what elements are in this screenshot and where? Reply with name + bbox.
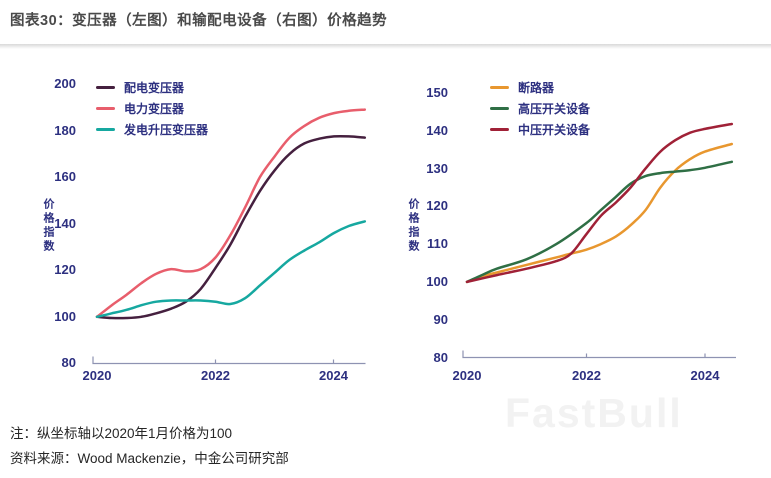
legend-swatch (490, 107, 509, 110)
legend-label: 电力变压器 (124, 102, 185, 116)
right-x-tick: 2024 (690, 368, 720, 383)
right-y-axis-title: 价格指数 (407, 198, 419, 254)
legend-item: 电力变压器 (96, 101, 184, 116)
right-y-tick: 120 (426, 198, 448, 214)
left-y-tick: 140 (54, 215, 76, 231)
left-y-tick: 100 (54, 308, 76, 324)
figure-source: 资料来源：Wood Mackenzie，中金公司研究部 (10, 451, 289, 466)
legend-item: 中压开关设备 (490, 122, 590, 137)
right-y-tick: 150 (426, 85, 448, 100)
left-y-tick: 200 (54, 76, 76, 91)
left-x-tick: 2024 (319, 368, 348, 383)
left-x-tick: 2020 (82, 368, 112, 383)
legend-swatch (96, 107, 115, 110)
legend-label: 配电变压器 (124, 81, 185, 95)
title-divider (0, 44, 771, 49)
right-y-tick: 140 (426, 122, 448, 138)
legend-item: 高压开关设备 (490, 101, 590, 116)
legend-label: 中压开关设备 (518, 123, 591, 137)
legend-item: 配电变压器 (96, 80, 184, 95)
right-y-tick: 110 (427, 236, 448, 252)
figure-title: 图表30：变压器（左图）和输配电设备（右图）价格趋势 (10, 13, 388, 29)
right-x-tick: 2022 (572, 368, 601, 383)
legend-swatch (96, 128, 115, 131)
right-x-tick: 2020 (452, 368, 482, 383)
legend-swatch (96, 86, 115, 89)
figure-note: 注：纵坐标轴以2020年1月价格为100 (10, 426, 233, 441)
legend-label: 高压开关设备 (518, 102, 591, 116)
left-y-tick: 80 (61, 355, 76, 371)
legend-swatch (490, 86, 509, 89)
left-y-axis-title: 价格指数 (42, 198, 54, 254)
right-y-tick: 130 (426, 160, 448, 176)
legend-label: 发电升压变压器 (124, 123, 209, 137)
right-y-tick: 90 (433, 311, 448, 327)
right-y-tick: 80 (433, 349, 448, 365)
left-y-tick: 160 (54, 169, 76, 185)
legend-label: 断路器 (518, 81, 555, 95)
legend-item: 断路器 (490, 80, 554, 95)
left-y-tick: 180 (54, 122, 76, 138)
legend-item: 发电升压变压器 (96, 122, 208, 137)
left-y-tick: 120 (54, 262, 76, 278)
legend-swatch (490, 128, 509, 131)
fastbull-watermark: FastBull (505, 390, 683, 436)
right-y-tick: 100 (426, 273, 448, 289)
left-x-tick: 2022 (201, 368, 230, 383)
